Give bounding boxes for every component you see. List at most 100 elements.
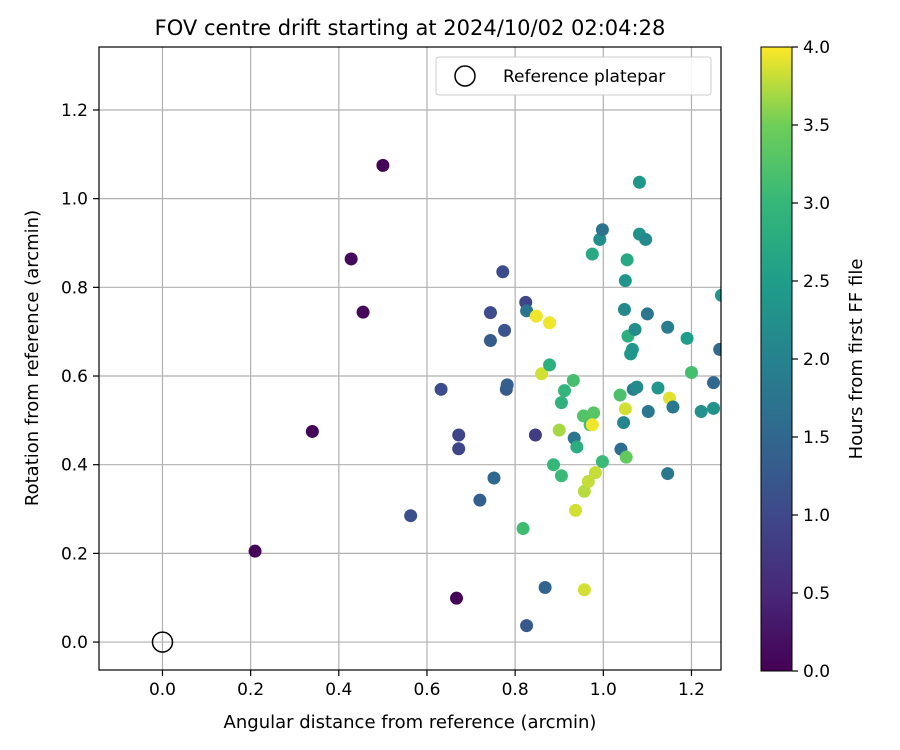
data-point	[452, 428, 466, 442]
data-point	[680, 331, 694, 345]
legend-box	[435, 56, 712, 96]
colorbar: 0.0 0.5 1.0 1.5 2.0 2.5 3.0 3.5 4.0 Hours from f…	[760, 38, 867, 682]
data-point	[496, 265, 510, 279]
data-point	[473, 493, 487, 507]
chart-title: FOV centre drift starting at 2024/10/02 …	[155, 16, 666, 40]
data-point	[714, 288, 721, 302]
data-point	[641, 404, 655, 418]
data-point	[613, 388, 627, 402]
data-point	[585, 247, 599, 261]
y-tick-label: 0.6	[61, 367, 88, 387]
data-point	[483, 306, 497, 320]
x-tick-label: 0.4	[325, 680, 352, 700]
y-tick-label: 1.2	[61, 101, 88, 121]
colorbar-tick-label: 3.0	[803, 194, 830, 214]
grid	[99, 47, 721, 670]
data-point	[619, 450, 633, 464]
y-tick-label: 1.0	[61, 190, 88, 210]
data-point	[618, 274, 632, 288]
data-point	[450, 591, 464, 605]
data-point	[618, 402, 632, 416]
data-point	[577, 583, 591, 597]
data-point	[661, 467, 675, 481]
data-point	[529, 309, 543, 323]
data-points	[248, 158, 721, 633]
y-tick-label: 0.8	[61, 278, 88, 298]
y-tick-label: 0.2	[61, 544, 88, 564]
legend: Reference platepar	[435, 56, 712, 96]
x-tick-label: 1.0	[590, 680, 617, 700]
data-point	[570, 440, 584, 454]
data-point	[404, 509, 418, 523]
x-tick-label: 0.2	[237, 680, 264, 700]
colorbar-ticks: 0.0 0.5 1.0 1.5 2.0 2.5 3.0 3.5 4.0	[792, 38, 830, 682]
legend-label: Reference platepar	[503, 67, 665, 87]
data-point	[576, 409, 590, 423]
y-axis-ticks: 0.0 0.2 0.4 0.6 0.8 1.0 1.2	[61, 101, 99, 653]
x-axis-ticks: 0.0 0.2 0.4 0.6 0.8 1.0 1.2	[149, 670, 705, 700]
data-point	[595, 223, 609, 237]
data-point	[581, 475, 595, 489]
data-point	[487, 471, 501, 485]
data-point	[632, 175, 646, 189]
reference-platepar-marker	[151, 631, 174, 653]
data-point	[625, 342, 639, 356]
data-point	[356, 305, 370, 319]
data-point	[595, 455, 609, 469]
data-point	[554, 469, 568, 483]
colorbar-tick-label: 1.5	[803, 428, 830, 448]
data-point	[640, 307, 654, 321]
colorbar-gradient	[760, 46, 793, 672]
data-point	[617, 303, 631, 317]
data-point	[577, 484, 591, 498]
data-point	[666, 400, 680, 414]
colorbar-tick-label: 4.0	[803, 38, 830, 58]
data-point	[566, 373, 580, 387]
data-point	[546, 458, 560, 472]
data-point	[558, 384, 572, 398]
data-point	[713, 342, 721, 356]
data-point	[498, 323, 512, 337]
plot-frame	[98, 46, 722, 671]
data-point	[554, 396, 568, 410]
x-tick-label: 0.0	[149, 680, 176, 700]
data-point	[376, 158, 390, 172]
data-point	[585, 418, 599, 432]
colorbar-label: Hours from first FF file	[846, 259, 867, 460]
data-point	[452, 442, 466, 456]
data-point	[538, 581, 552, 595]
colorbar-tick-label: 2.5	[803, 272, 830, 292]
data-point	[628, 322, 642, 336]
legend-open-circle-marker	[454, 65, 476, 87]
data-point	[535, 367, 549, 381]
data-point	[684, 365, 698, 379]
data-point	[587, 406, 601, 420]
x-tick-label: 0.8	[502, 680, 529, 700]
data-point	[639, 232, 653, 246]
data-point	[620, 253, 634, 267]
data-point	[305, 424, 319, 438]
colorbar-tick-label: 0.5	[803, 584, 830, 604]
y-axis-label: Rotation from reference (arcmin)	[22, 210, 43, 506]
data-point	[528, 428, 542, 442]
colorbar-tick-label: 2.0	[803, 350, 830, 370]
x-tick-label: 0.6	[413, 680, 440, 700]
data-point	[569, 503, 583, 517]
data-point	[707, 401, 721, 415]
data-point	[434, 382, 448, 396]
data-point	[588, 466, 602, 480]
data-point	[617, 416, 631, 430]
data-point	[344, 252, 358, 266]
y-tick-label: 0.4	[61, 456, 88, 476]
data-point	[516, 522, 530, 536]
data-point	[543, 316, 557, 330]
data-point	[694, 404, 708, 418]
x-tick-label: 1.2	[678, 680, 705, 700]
data-point	[248, 544, 262, 558]
data-point	[707, 376, 721, 390]
colorbar-tick-label: 3.5	[803, 116, 830, 136]
x-axis-label: Angular distance from reference (arcmin)	[224, 712, 597, 733]
colorbar-tick-label: 1.0	[803, 506, 830, 526]
data-point	[651, 381, 665, 395]
